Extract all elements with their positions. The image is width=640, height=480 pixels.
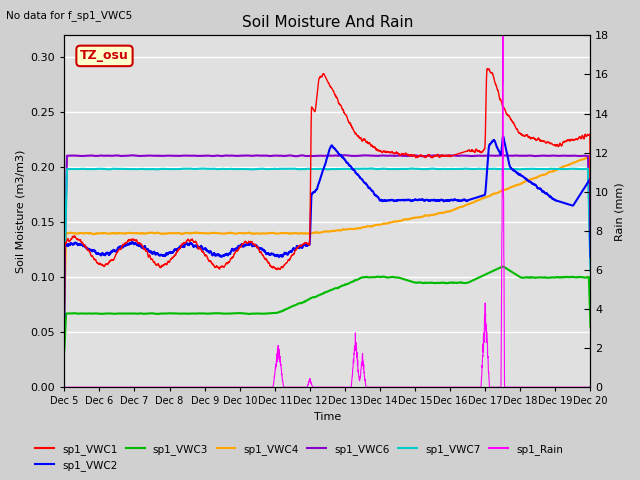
X-axis label: Time: Time <box>314 412 341 422</box>
Title: Soil Moisture And Rain: Soil Moisture And Rain <box>242 15 413 30</box>
Text: No data for f_sp1_VWC5: No data for f_sp1_VWC5 <box>6 10 132 21</box>
Y-axis label: Rain (mm): Rain (mm) <box>615 182 625 240</box>
Y-axis label: Soil Moisture (m3/m3): Soil Moisture (m3/m3) <box>15 150 25 273</box>
Legend: sp1_VWC1, sp1_VWC2, sp1_VWC3, sp1_VWC4, sp1_VWC6, sp1_VWC7, sp1_Rain: sp1_VWC1, sp1_VWC2, sp1_VWC3, sp1_VWC4, … <box>31 439 567 475</box>
Text: TZ_osu: TZ_osu <box>80 49 129 62</box>
